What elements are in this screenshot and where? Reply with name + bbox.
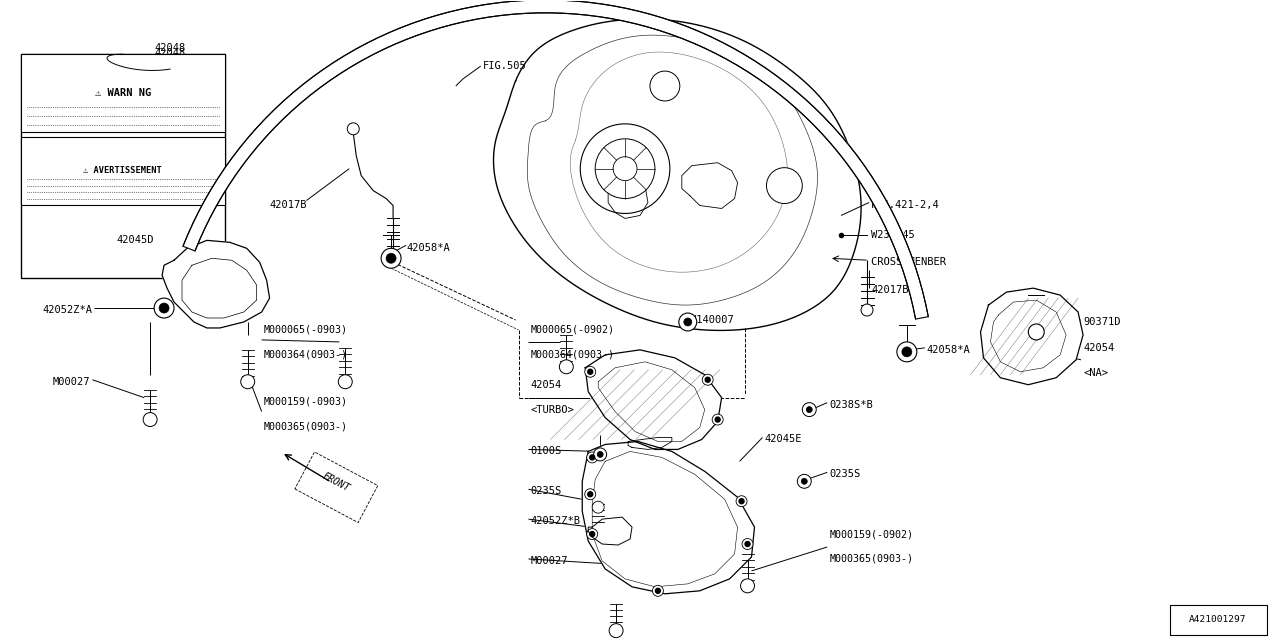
Circle shape xyxy=(803,403,817,417)
Polygon shape xyxy=(163,241,270,328)
Text: 42058*A: 42058*A xyxy=(406,243,449,253)
Circle shape xyxy=(338,375,352,388)
Circle shape xyxy=(593,501,604,513)
Circle shape xyxy=(703,374,713,385)
Circle shape xyxy=(741,579,754,593)
Circle shape xyxy=(705,377,710,382)
Circle shape xyxy=(585,366,595,377)
Circle shape xyxy=(902,347,911,357)
Polygon shape xyxy=(589,517,632,545)
Text: <TURBO>: <TURBO> xyxy=(530,404,575,415)
Text: 42048: 42048 xyxy=(155,48,186,58)
Circle shape xyxy=(712,414,723,425)
Text: CROSS MENBER: CROSS MENBER xyxy=(870,257,946,268)
Text: FIG.421-2,4: FIG.421-2,4 xyxy=(870,200,940,211)
Bar xyxy=(1170,605,1267,635)
Circle shape xyxy=(241,375,255,388)
Bar xyxy=(20,137,225,205)
Circle shape xyxy=(678,313,696,331)
Polygon shape xyxy=(294,452,378,522)
Text: FRONT: FRONT xyxy=(321,471,352,493)
Circle shape xyxy=(684,318,691,326)
Text: 42054: 42054 xyxy=(1083,343,1115,353)
Circle shape xyxy=(736,496,748,507)
Text: 0238S*B: 0238S*B xyxy=(829,399,873,410)
Circle shape xyxy=(655,588,660,593)
Bar xyxy=(20,54,225,278)
Circle shape xyxy=(586,529,598,540)
Polygon shape xyxy=(585,350,722,449)
Circle shape xyxy=(739,499,744,504)
Text: FIG.505: FIG.505 xyxy=(483,61,526,71)
Circle shape xyxy=(595,139,655,198)
Text: 42048: 42048 xyxy=(155,43,186,53)
Text: M000365(0903-): M000365(0903-) xyxy=(829,554,913,564)
Circle shape xyxy=(653,586,663,596)
Circle shape xyxy=(381,248,401,268)
Text: 42054: 42054 xyxy=(530,380,562,390)
Text: A421001297: A421001297 xyxy=(1189,615,1247,624)
Text: M000364(0903-): M000364(0903-) xyxy=(530,350,614,360)
Circle shape xyxy=(588,492,593,497)
Text: W230045: W230045 xyxy=(870,230,915,241)
Text: M000065(-0903): M000065(-0903) xyxy=(264,325,348,335)
Circle shape xyxy=(590,532,595,536)
Bar xyxy=(20,54,225,132)
Circle shape xyxy=(594,448,607,461)
Circle shape xyxy=(801,478,808,484)
Text: M000159(-0903): M000159(-0903) xyxy=(264,397,348,406)
Text: <NA>: <NA> xyxy=(1083,368,1108,378)
Circle shape xyxy=(806,406,813,413)
Text: 42045E: 42045E xyxy=(764,435,803,444)
Circle shape xyxy=(598,451,603,458)
Circle shape xyxy=(387,253,396,263)
Circle shape xyxy=(1028,324,1044,340)
Polygon shape xyxy=(582,442,754,594)
Text: 42045D: 42045D xyxy=(116,236,154,245)
Text: M000065(-0902): M000065(-0902) xyxy=(530,325,614,335)
Circle shape xyxy=(586,452,598,463)
Polygon shape xyxy=(682,163,737,209)
Circle shape xyxy=(767,168,803,204)
Text: W140007: W140007 xyxy=(690,315,733,325)
Circle shape xyxy=(797,474,812,488)
Circle shape xyxy=(347,123,360,135)
Text: M00027: M00027 xyxy=(52,377,91,387)
Text: M00027: M00027 xyxy=(530,556,568,566)
Circle shape xyxy=(897,342,916,362)
Circle shape xyxy=(650,71,680,101)
Circle shape xyxy=(159,303,169,313)
Circle shape xyxy=(588,369,593,374)
Circle shape xyxy=(590,455,595,460)
Text: ⚠ AVERTISSEMENT: ⚠ AVERTISSEMENT xyxy=(83,166,163,175)
Text: M000365(0903-): M000365(0903-) xyxy=(264,422,348,431)
Text: M000159(-0902): M000159(-0902) xyxy=(829,529,913,539)
Text: M000364(0903-): M000364(0903-) xyxy=(264,350,348,360)
Text: 42017B: 42017B xyxy=(269,200,306,211)
Circle shape xyxy=(585,489,595,500)
Circle shape xyxy=(716,417,721,422)
Circle shape xyxy=(154,298,174,318)
Circle shape xyxy=(609,623,623,637)
Text: 42052Z*B: 42052Z*B xyxy=(530,516,580,526)
Polygon shape xyxy=(494,19,861,330)
Text: 0100S: 0100S xyxy=(530,447,562,456)
Text: 0235S: 0235S xyxy=(530,486,562,496)
Text: 42058*A: 42058*A xyxy=(927,345,970,355)
Circle shape xyxy=(613,157,637,180)
Polygon shape xyxy=(183,0,928,319)
Text: 42052Z*A: 42052Z*A xyxy=(42,305,92,315)
Circle shape xyxy=(745,541,750,547)
Text: 90371D: 90371D xyxy=(1083,317,1120,327)
Circle shape xyxy=(559,360,573,374)
Text: 42017B: 42017B xyxy=(870,285,909,295)
Circle shape xyxy=(861,304,873,316)
Text: A421001297: A421001297 xyxy=(1193,623,1252,634)
Circle shape xyxy=(580,124,669,214)
Circle shape xyxy=(143,413,157,426)
Circle shape xyxy=(742,538,753,550)
Polygon shape xyxy=(980,288,1083,385)
Text: 0235S: 0235S xyxy=(829,469,860,479)
Text: ⚠ WARN NG: ⚠ WARN NG xyxy=(95,88,151,98)
